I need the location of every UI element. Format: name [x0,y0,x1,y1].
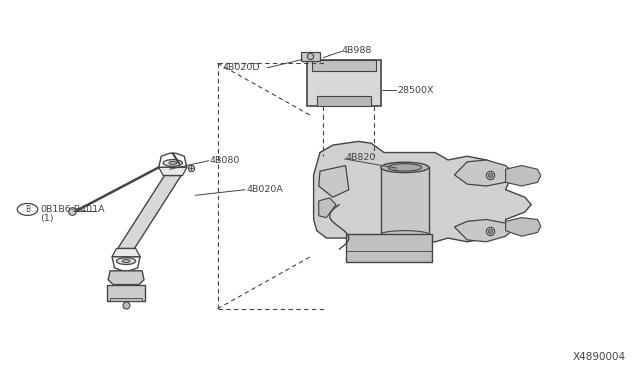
Polygon shape [506,166,541,186]
Ellipse shape [381,231,429,238]
Ellipse shape [381,162,429,173]
Ellipse shape [116,258,136,264]
Text: 4B080: 4B080 [210,156,240,165]
Text: 4B020D: 4B020D [222,63,260,72]
Bar [110,298,142,301]
Ellipse shape [388,164,422,171]
Text: 4B020A: 4B020A [246,185,284,194]
Bar [107,285,145,301]
Polygon shape [314,141,531,249]
Polygon shape [506,218,541,236]
Ellipse shape [122,260,130,263]
Polygon shape [108,271,144,285]
Bar [346,234,432,262]
Bar [312,60,376,71]
Text: 28500X: 28500X [397,86,433,94]
Text: X4890004: X4890004 [573,352,626,362]
Polygon shape [301,52,320,61]
Polygon shape [112,248,140,257]
Polygon shape [319,166,349,197]
Text: 4B988: 4B988 [342,46,372,55]
Ellipse shape [169,161,177,164]
Polygon shape [159,167,187,176]
Polygon shape [454,219,512,242]
Ellipse shape [163,160,182,166]
Bar [317,96,371,106]
Bar [381,167,429,234]
Text: 4B820: 4B820 [346,153,376,162]
Polygon shape [454,160,512,186]
Bar [307,60,381,106]
Text: (1): (1) [40,214,54,223]
Text: 0B1B6-B401A: 0B1B6-B401A [40,205,105,214]
Text: B: B [25,205,30,214]
Polygon shape [118,176,181,248]
Polygon shape [319,198,336,218]
